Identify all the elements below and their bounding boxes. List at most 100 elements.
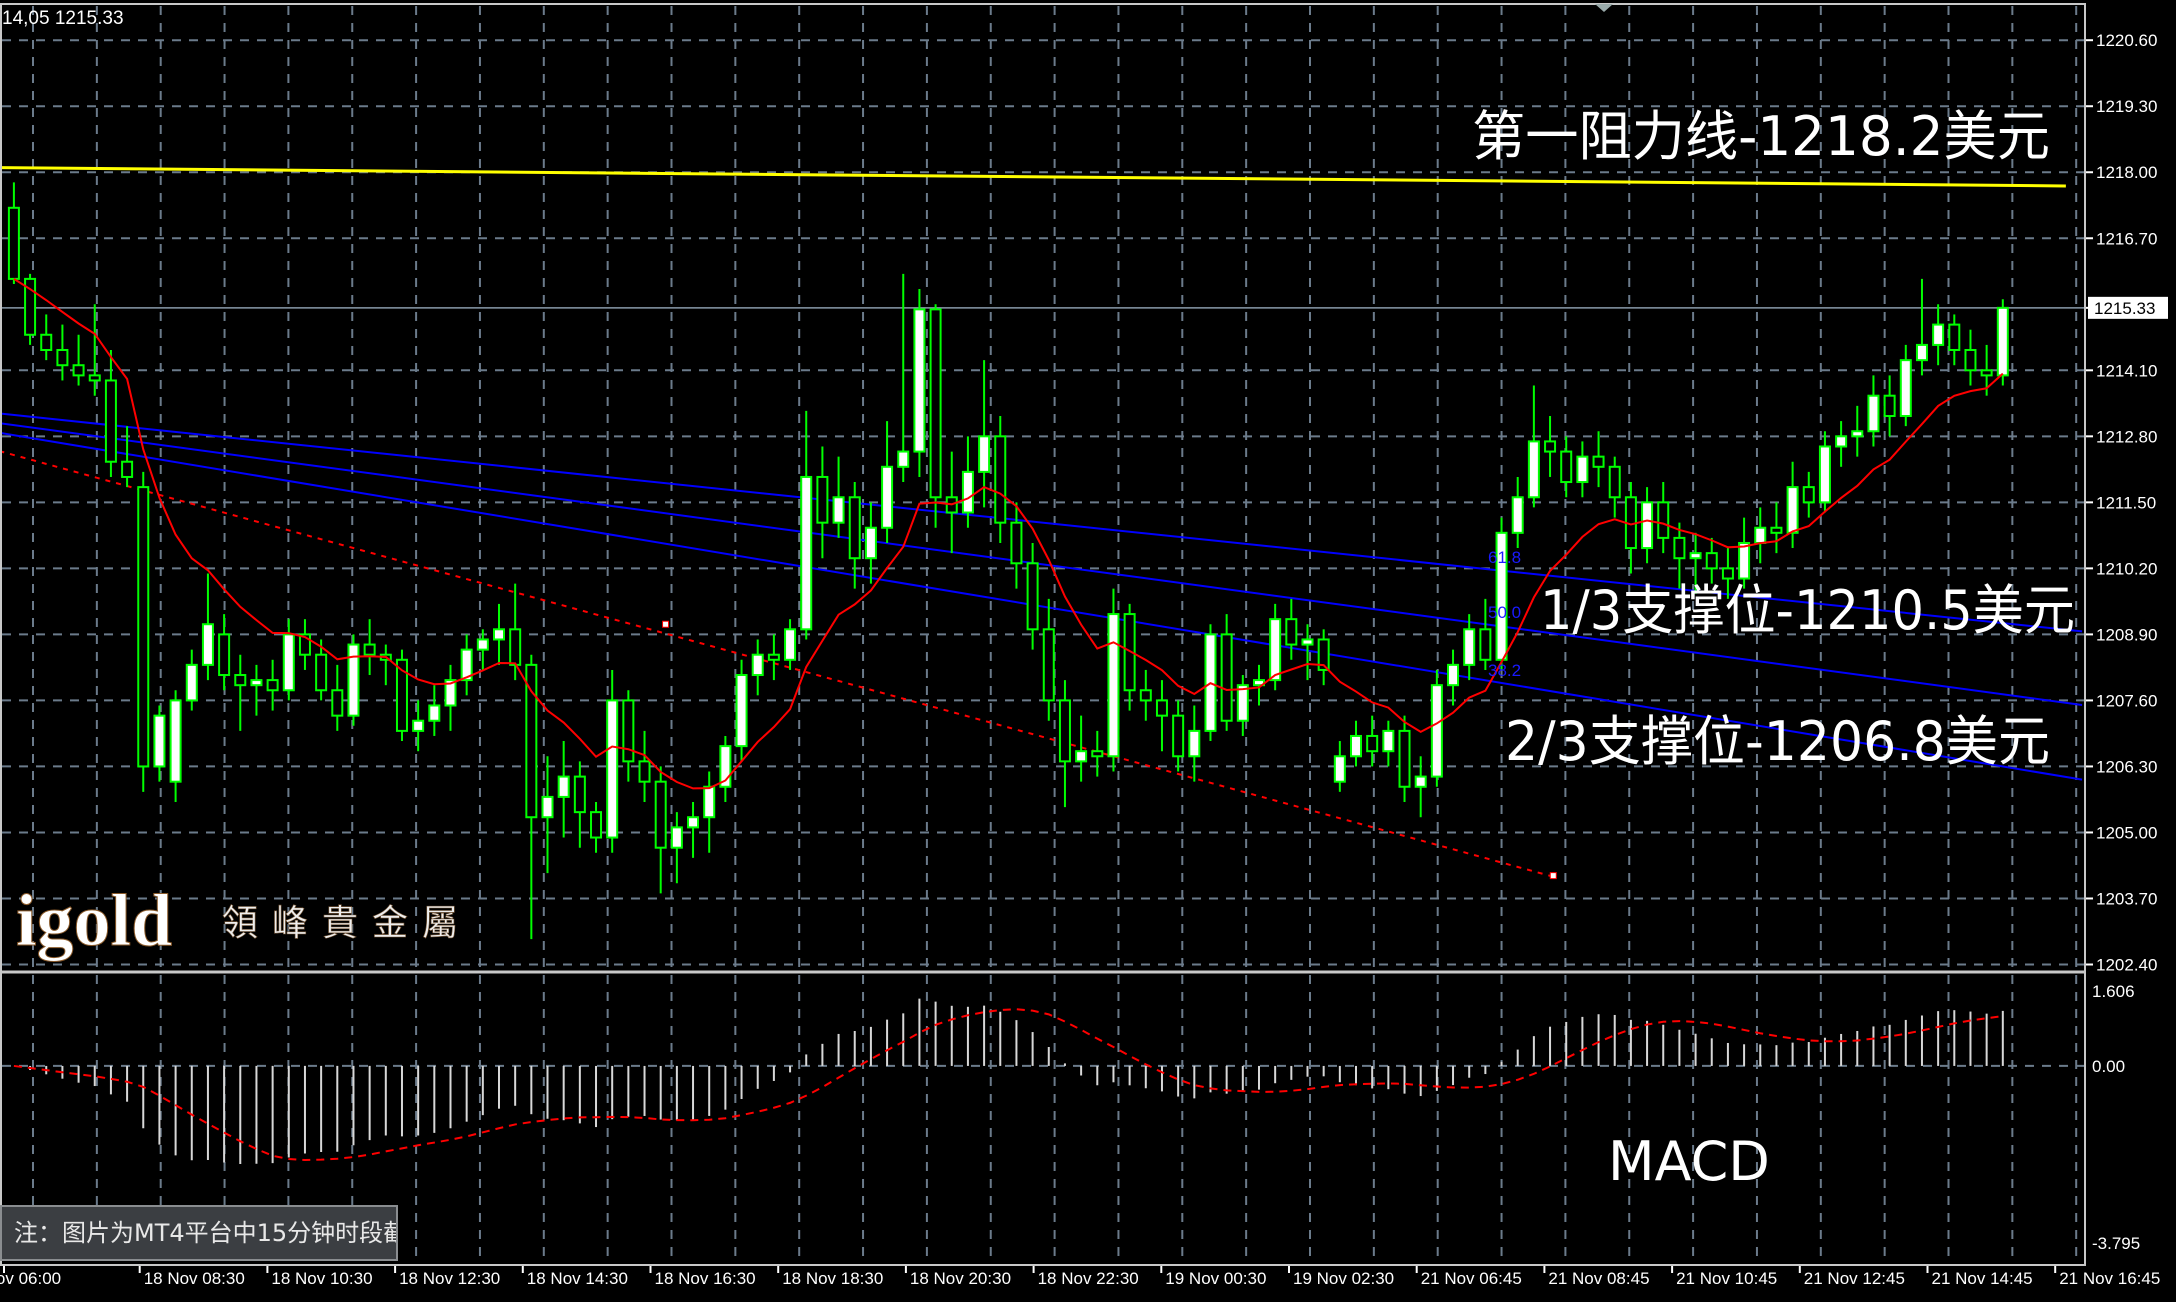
current-price-label: 1215.33 bbox=[2094, 299, 2155, 318]
candle bbox=[1851, 405, 1864, 457]
candle bbox=[525, 654, 538, 940]
igold-logo: igold 領峰貴金屬 bbox=[16, 880, 459, 963]
price-tick-label: 1214.10 bbox=[2096, 361, 2157, 380]
candle-body bbox=[1786, 486, 1799, 534]
candle bbox=[557, 741, 570, 838]
candle-body bbox=[1382, 729, 1395, 753]
candle-body bbox=[1091, 750, 1104, 758]
trend-dotted-line[interactable] bbox=[0, 450, 1556, 879]
candle bbox=[1107, 588, 1120, 772]
candle bbox=[428, 685, 441, 736]
macd-label: MACD bbox=[1608, 1130, 1770, 1193]
candle bbox=[1673, 522, 1686, 589]
candle-body bbox=[218, 633, 231, 677]
candle bbox=[719, 735, 732, 802]
candle bbox=[929, 304, 942, 528]
shift-marker-icon[interactable] bbox=[1595, 4, 1613, 12]
candle bbox=[153, 705, 166, 782]
candle-body bbox=[24, 277, 37, 336]
candle bbox=[169, 690, 182, 802]
candle bbox=[218, 614, 231, 691]
candle bbox=[1544, 416, 1557, 477]
candle-body bbox=[1932, 323, 1945, 346]
candle bbox=[978, 360, 991, 508]
candle bbox=[1123, 603, 1136, 711]
candle-body bbox=[557, 775, 570, 798]
candle bbox=[234, 654, 247, 731]
candle bbox=[994, 416, 1007, 543]
price-tick-label: 1220.60 bbox=[2096, 31, 2157, 50]
candle-body bbox=[1220, 633, 1233, 722]
candle-body bbox=[816, 475, 829, 524]
candle-body bbox=[104, 379, 117, 463]
time-tick-label: 21 Nov 10:45 bbox=[1676, 1269, 1777, 1288]
candle bbox=[1058, 680, 1071, 808]
candle bbox=[121, 426, 134, 488]
trend-anchor-point[interactable] bbox=[662, 620, 670, 628]
candle-body bbox=[994, 435, 1007, 524]
time-tick-label: 18 Nov 10:30 bbox=[271, 1269, 372, 1288]
candle-body bbox=[1317, 638, 1330, 671]
time-tick-label: 18 Nov 08:30 bbox=[144, 1269, 245, 1288]
candle-body bbox=[606, 699, 619, 839]
footnote: 注：图片为MT4平台中15分钟时段截图 bbox=[0, 1205, 398, 1261]
candle-body bbox=[1285, 618, 1298, 646]
candle-body bbox=[978, 435, 991, 473]
candle bbox=[784, 619, 797, 670]
candle bbox=[1026, 542, 1039, 650]
time-tick-label: 21 Nov 16:45 bbox=[2059, 1269, 2160, 1288]
candle-body bbox=[234, 674, 247, 687]
candle-body bbox=[1463, 628, 1476, 666]
time-tick-label: 18 Nov 22:30 bbox=[1038, 1269, 1139, 1288]
macd-tick-label: -3.795 bbox=[2092, 1234, 2140, 1253]
candle-body bbox=[1075, 750, 1088, 763]
channel-50.0-line[interactable] bbox=[0, 422, 2083, 706]
candle bbox=[1333, 741, 1346, 792]
channel-38.2-line[interactable] bbox=[0, 431, 2083, 781]
candle bbox=[250, 664, 263, 716]
candle-body bbox=[315, 653, 328, 692]
candle bbox=[24, 273, 37, 345]
candle bbox=[412, 700, 425, 752]
candle-body bbox=[1883, 394, 1896, 418]
resistance-line[interactable] bbox=[0, 166, 2066, 188]
current-price-tag bbox=[2088, 296, 2168, 319]
candle bbox=[1689, 532, 1702, 594]
candle bbox=[881, 421, 894, 543]
candle-body bbox=[670, 826, 683, 849]
time-tick-label: 18 Nov 16:30 bbox=[655, 1269, 756, 1288]
candle bbox=[1317, 629, 1330, 686]
trend-anchor-point[interactable] bbox=[1549, 872, 1557, 880]
candle bbox=[1802, 471, 1815, 518]
candle-body bbox=[1851, 430, 1864, 438]
candle-body bbox=[767, 653, 780, 661]
candle bbox=[104, 349, 117, 477]
candle-body bbox=[282, 633, 295, 692]
candle bbox=[1511, 476, 1524, 549]
candle-body bbox=[1350, 734, 1363, 758]
candle bbox=[1641, 487, 1654, 564]
candle-body bbox=[250, 679, 263, 687]
candle bbox=[331, 664, 344, 731]
candle bbox=[1398, 715, 1411, 802]
candle-body bbox=[1414, 775, 1427, 788]
candle-body bbox=[363, 643, 376, 656]
candle-body bbox=[476, 638, 489, 651]
candle-body bbox=[703, 785, 716, 819]
candle bbox=[1463, 614, 1476, 681]
candle bbox=[1899, 344, 1912, 427]
candle bbox=[1285, 598, 1298, 660]
candle-body bbox=[654, 780, 667, 849]
candle bbox=[654, 766, 667, 894]
candle bbox=[379, 644, 392, 686]
candle-body bbox=[735, 674, 748, 748]
candle bbox=[1964, 329, 1977, 386]
candle bbox=[1495, 517, 1508, 670]
candle-body bbox=[298, 633, 311, 656]
candle-body bbox=[1721, 567, 1734, 580]
price-tick-label: 1207.60 bbox=[2096, 691, 2157, 710]
candle bbox=[606, 669, 619, 853]
channel-61.8-line[interactable] bbox=[0, 412, 2083, 633]
candle-body bbox=[1802, 486, 1815, 504]
